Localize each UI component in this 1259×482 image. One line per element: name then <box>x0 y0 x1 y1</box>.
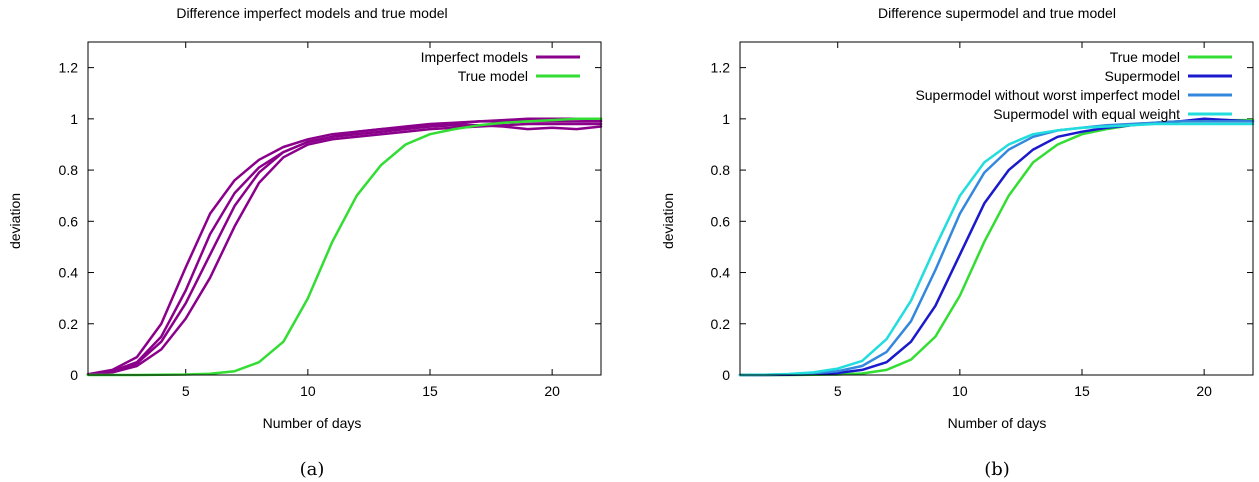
legend: True model Supermodel Supermodel without w… <box>915 49 1232 122</box>
y-tick-label: 0.4 <box>711 265 731 281</box>
series-line-4 <box>738 122 1255 377</box>
y-tick-label: 0 <box>722 367 730 383</box>
y-tick-label: 1 <box>722 111 730 127</box>
legend-label: Supermodel with equal weight <box>993 106 1180 122</box>
legend-label: True model <box>458 68 528 84</box>
y-tick-label: 0.2 <box>711 316 731 332</box>
chart-title: Difference imperfect models and true mod… <box>176 5 447 21</box>
plot-frame <box>739 41 1254 376</box>
y-tick-label: 1.2 <box>711 60 731 76</box>
panel-caption: (b) <box>984 459 1010 480</box>
x-tick-label: 15 <box>422 383 438 399</box>
series-line-3 <box>86 117 603 376</box>
y-tick-label: 0.4 <box>59 265 79 281</box>
panel-a: Difference imperfect models and true mod… <box>7 5 603 480</box>
x-tick-label: 15 <box>1074 383 1090 399</box>
y-tick-label: 1 <box>70 111 78 127</box>
x-tick-label: 20 <box>544 383 560 399</box>
axis-ticks: 5 10 15 20 0 0.2 0.4 0.6 0.8 1 1.2 <box>711 42 1253 399</box>
legend-label: True model <box>1110 49 1180 65</box>
series-line-3 <box>738 120 1255 377</box>
y-axis-label: deviation <box>7 193 23 249</box>
y-tick-label: 0.8 <box>711 162 731 178</box>
legend-label: Supermodel without worst imperfect model <box>915 87 1180 103</box>
panel-caption: (a) <box>300 459 325 480</box>
panel-b: Difference supermodel and true model dev… <box>660 5 1255 480</box>
series-line-2 <box>738 117 1255 377</box>
y-tick-label: 1.2 <box>59 60 79 76</box>
plot-lines <box>86 117 603 377</box>
x-axis-label: Number of days <box>263 415 362 431</box>
chart-title: Difference supermodel and true model <box>878 5 1116 21</box>
y-axis-label: deviation <box>660 193 676 249</box>
plot-frame <box>87 41 602 376</box>
x-tick-label: 10 <box>952 383 968 399</box>
legend-label: Supermodel <box>1105 68 1181 84</box>
legend-label: Imperfect models <box>421 49 528 65</box>
axis-ticks: 5 10 15 20 0 0.2 0.4 0.6 0.8 1 1.2 <box>59 42 601 399</box>
x-tick-label: 20 <box>1196 383 1212 399</box>
y-tick-label: 0.6 <box>59 213 79 229</box>
y-tick-label: 0.8 <box>59 162 79 178</box>
series-line-1 <box>738 118 1255 377</box>
plot-lines <box>738 117 1255 377</box>
y-tick-label: 0.6 <box>711 213 731 229</box>
y-tick-label: 0.2 <box>59 316 79 332</box>
legend: Imperfect models True model <box>421 49 580 84</box>
x-tick-label: 10 <box>300 383 316 399</box>
x-axis-label: Number of days <box>948 415 1047 431</box>
y-tick-label: 0 <box>70 367 78 383</box>
x-tick-label: 5 <box>182 383 190 399</box>
series-line-4 <box>86 122 603 376</box>
x-tick-label: 5 <box>834 383 842 399</box>
